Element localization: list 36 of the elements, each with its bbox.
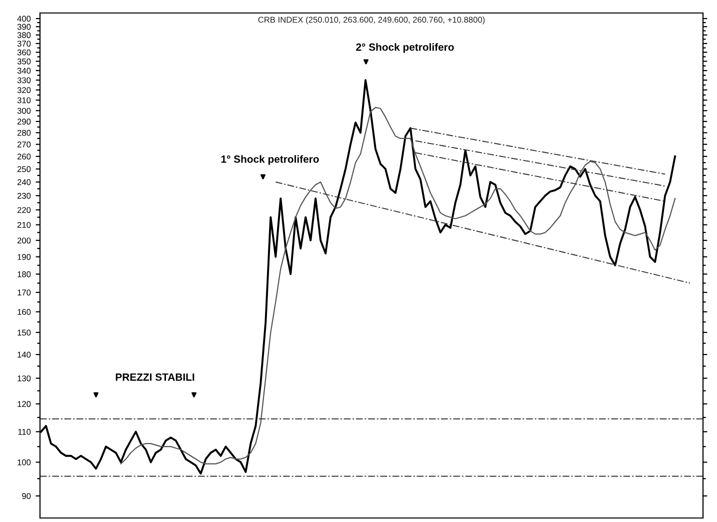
annotation: PREZZI STABILI	[116, 373, 194, 381]
y-tick-label: 210	[17, 222, 31, 228]
y-tick-label: 250	[17, 166, 31, 172]
y-tick-label: 370	[17, 40, 31, 47]
y-tick-label: 360	[17, 49, 31, 56]
y-tick-label: 220	[17, 207, 31, 213]
y-tick-label: 230	[17, 192, 31, 199]
y-tick-label: 280	[17, 130, 31, 136]
y-tick-label: 160	[18, 308, 31, 315]
y-tick-label: 290	[17, 118, 31, 125]
y-tick-label: 270	[17, 142, 31, 148]
y-tick-label: 190	[18, 254, 31, 260]
y-tick-label: 310	[17, 97, 31, 104]
y-tick-label: 200	[17, 238, 31, 244]
y-tick-label: 320	[17, 87, 31, 94]
y-tick-label: 140	[18, 352, 31, 358]
annotation: 1° Shock petrolifero	[221, 155, 319, 165]
y-tick-label: 100	[18, 459, 31, 466]
y-tick-label: 260	[17, 154, 31, 160]
y-tick-label: 300	[17, 108, 31, 114]
y-tick-label: 340	[17, 68, 31, 74]
annotation: 2° Shock petrolifero	[356, 43, 454, 53]
y-tick-label: 110	[18, 428, 31, 435]
y-tick-label: 120	[18, 401, 31, 407]
y-tick-label: 240	[17, 179, 31, 186]
y-tick-label: 390	[17, 24, 31, 30]
y-tick-label: 330	[17, 77, 31, 84]
y-tick-label: 130	[18, 375, 31, 382]
y-tick-label: 150	[18, 330, 31, 336]
y-tick-label: 380	[17, 32, 31, 38]
y-tick-label: 350	[17, 58, 31, 64]
chart-title: CRB INDEX (250.010, 263.600, 249.600, 260.760, +10.8800)	[258, 16, 485, 24]
y-tick-label: 180	[18, 271, 31, 278]
y-tick-label: 90	[22, 493, 31, 500]
y-tick-label: 170	[18, 290, 31, 296]
y-tick-label: 400	[17, 16, 31, 22]
